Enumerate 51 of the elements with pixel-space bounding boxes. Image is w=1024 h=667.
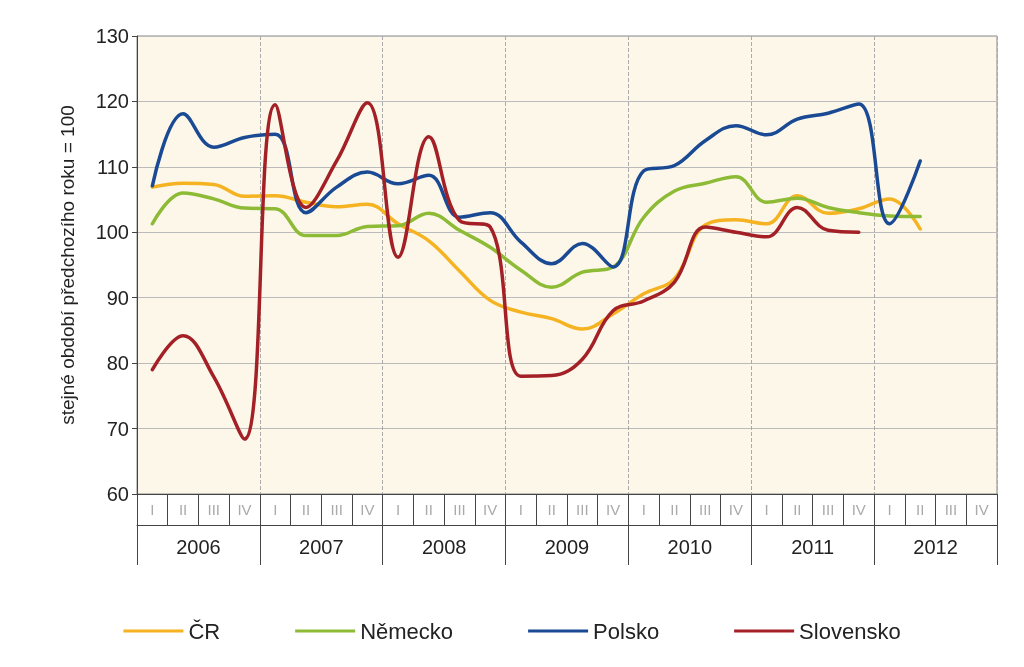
line-series (150, 102, 922, 269)
y-tick-label: 120 (95, 90, 129, 113)
text: 2010 (667, 536, 713, 558)
x-tick-label: I (887, 501, 892, 518)
text: 2007 (299, 536, 344, 558)
x-tick-label: II (793, 501, 802, 518)
legend-label: Polsko (593, 618, 660, 644)
y-tick-label: 60 (106, 483, 129, 505)
x-tick-label: III (821, 501, 835, 518)
x-tick-label: II (424, 501, 433, 518)
x-tick-label: II (547, 501, 556, 518)
x-tick-label: I (641, 501, 646, 518)
text: 2011 (791, 536, 835, 558)
x-tick-label: I (273, 501, 278, 518)
x-tick-label: II (178, 501, 188, 518)
x-tick-label: II (670, 501, 679, 518)
legend-label: Slovensko (799, 618, 901, 644)
y-tick-label: 130 (95, 25, 129, 47)
x-tick-label: III (576, 501, 589, 518)
y-axis-title: stejné období předchozího roku = 100 (57, 105, 78, 425)
x-tick-label: II (916, 501, 925, 518)
text: 2009 (544, 536, 590, 558)
x-tick-label: I (764, 501, 769, 518)
x-tick-label: I (150, 501, 155, 518)
x-tick-label: IV (605, 501, 621, 518)
x-tick-label: III (330, 501, 343, 518)
x-tick-label: IV (974, 501, 989, 518)
y-tick-label: 80 (106, 352, 129, 375)
y-tick-label: 70 (106, 417, 129, 440)
x-tick-label: I (518, 501, 524, 518)
y-tick-label: 110 (97, 155, 129, 178)
line-series (150, 100, 861, 441)
x-tick-label: IV (237, 501, 252, 518)
text: 2012 (913, 536, 958, 558)
x-tick-label: III (207, 501, 221, 518)
x-tick-label: IV (360, 501, 375, 518)
x-tick-label: III (453, 501, 466, 518)
x-tick-label: IV (728, 501, 744, 518)
x-tick-label: IV (483, 501, 498, 518)
text: 2006 (176, 536, 221, 558)
x-tick-label: III (698, 501, 712, 518)
legend-label: ČR (188, 618, 221, 644)
text: 2008 (421, 536, 467, 558)
x-tick-label: I (395, 501, 401, 518)
x-tick-label: III (944, 501, 958, 518)
line-series (150, 174, 922, 289)
legend-label: Německo (360, 618, 454, 644)
y-tick-label: 100 (95, 221, 129, 244)
x-tick-label: IV (851, 501, 866, 518)
x-tick-label: II (301, 501, 311, 518)
y-tick-label: 90 (106, 286, 129, 309)
